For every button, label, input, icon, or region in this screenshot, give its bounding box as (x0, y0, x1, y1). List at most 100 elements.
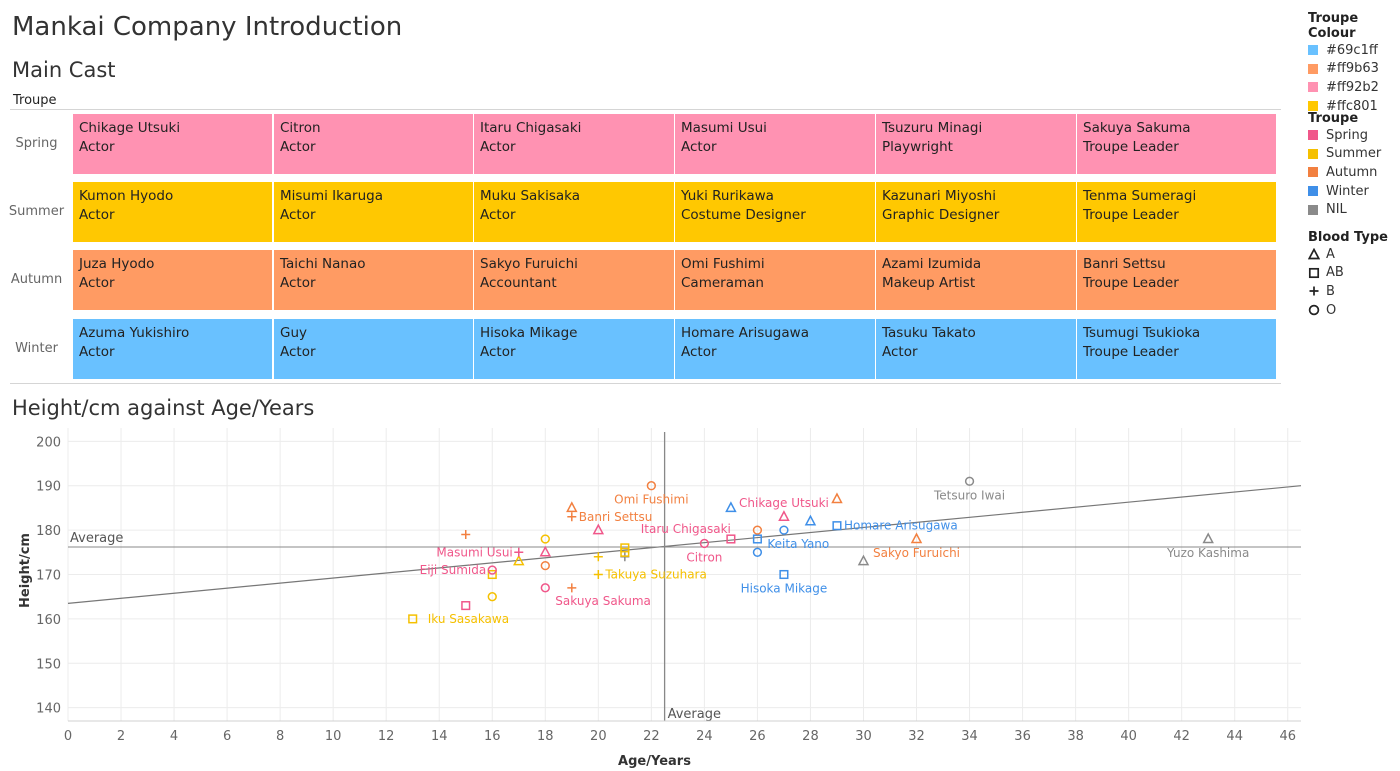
member-name: Yuki Rurikawa (681, 188, 774, 204)
x-tick-label: 20 (590, 729, 607, 744)
data-point (592, 523, 605, 535)
cast-cell: Tasuku Takato Actor (876, 319, 1076, 379)
x-tick-label: 14 (431, 729, 448, 744)
height-age-scatter-chart: Average Average Iku Sasakawa Eiji Sumida Ma… (18, 428, 1302, 769)
data-point (725, 501, 737, 513)
member-role: Playwright (882, 139, 953, 155)
legend-item: AB (1308, 264, 1388, 283)
cast-cell: Tenma Sumeragi Troupe Leader (1077, 182, 1276, 242)
data-point (1202, 532, 1214, 544)
member-name: Guy (280, 325, 308, 341)
data-point (514, 547, 524, 557)
row-label-0: Spring (15, 136, 58, 151)
blood-type-legend: Blood Type A AB B O (1308, 230, 1388, 319)
y-tick-label: 200 (36, 435, 61, 450)
row-label-2: Autumn (10, 272, 63, 287)
data-point (567, 512, 577, 522)
table-top-divider (10, 109, 1281, 110)
data-point (566, 501, 578, 513)
member-role: Actor (480, 207, 516, 223)
member-name: Juza Hyodo (79, 256, 155, 272)
data-point (513, 554, 525, 566)
data-point (699, 538, 710, 549)
data-point (964, 476, 975, 486)
legend-item: #ffc801 (1308, 97, 1400, 116)
member-name: Tasuku Takato (882, 325, 976, 341)
y-tick-label: 140 (36, 702, 61, 717)
legend-item: Summer (1308, 145, 1381, 164)
cast-cell: Sakuya Sakuma Troupe Leader (1077, 114, 1276, 174)
member-role: Graphic Designer (882, 207, 1000, 223)
member-role: Actor (681, 139, 717, 155)
x-tick-label: 28 (802, 729, 819, 744)
data-point (487, 592, 497, 602)
cast-cell: Azami Izumida Makeup Artist (876, 250, 1076, 310)
member-name: Azuma Yukishiro (79, 325, 190, 341)
data-point (752, 525, 763, 535)
data-point (910, 532, 923, 544)
member-role: Actor (280, 139, 316, 155)
point-label: Chikage Utsuki (739, 496, 829, 510)
legend-label: Summer (1326, 146, 1382, 162)
data-point (461, 601, 471, 611)
legend-item: #69c1ff (1308, 41, 1400, 60)
member-role: Actor (79, 275, 115, 291)
point-label: Tetsuro Iwai (933, 488, 1005, 502)
member-name: Tsumugi Tsukioka (1083, 325, 1201, 341)
legend-label: Autumn (1326, 164, 1378, 180)
member-role: Actor (480, 139, 516, 155)
x-tick-label: 46 (1279, 729, 1296, 744)
cast-cell: Itaru Chigasaki Actor (474, 114, 674, 174)
legend-label: A (1326, 246, 1335, 262)
point-label: Iku Sasakawa (428, 612, 509, 626)
x-tick-label: 42 (1173, 729, 1190, 744)
member-role: Actor (480, 344, 516, 360)
data-point (487, 569, 497, 580)
data-point (778, 510, 790, 522)
cast-cell: Sakyo Furuichi Accountant (474, 250, 674, 310)
member-name: Kazunari Miyoshi (882, 188, 996, 204)
legend-label: #ff9b63 (1326, 61, 1379, 77)
cast-cell: Hisoka Mikage Actor (474, 319, 674, 379)
member-name: Azami Izumida (882, 256, 982, 272)
data-point (540, 534, 550, 544)
member-name: Misumi Ikaruga (280, 188, 383, 204)
circle-icon (1308, 304, 1320, 316)
member-name: Muku Sakisaka (480, 188, 581, 204)
square-icon (1308, 267, 1320, 278)
x-tick-label: 18 (537, 729, 554, 744)
x-tick-label: 24 (696, 729, 713, 744)
average-age-label: Average (668, 707, 721, 722)
data-point (539, 545, 552, 557)
data-point (857, 554, 870, 566)
member-role: Troupe Leader (1083, 139, 1179, 155)
point-label: Banri Settsu (579, 510, 653, 524)
point-label: Keita Yano (767, 537, 829, 551)
legend-item: NIL (1308, 200, 1381, 219)
data-point (620, 543, 630, 553)
data-point (752, 534, 762, 544)
member-role: Troupe Leader (1083, 344, 1179, 360)
member-name: Taichi Nanao (280, 256, 366, 272)
point-label: Omi Fushimi (614, 493, 688, 507)
member-name: Chikage Utsuki (79, 120, 181, 136)
legend-label: B (1326, 283, 1335, 299)
member-role: Makeup Artist (882, 275, 976, 291)
x-tick-label: 12 (378, 729, 395, 744)
cast-cell: Tsumugi Tsukioka Troupe Leader (1077, 319, 1276, 379)
color-swatch (1308, 45, 1318, 56)
color-swatch (1308, 204, 1318, 215)
member-role: Actor (882, 344, 918, 360)
chart-title: Height/cm against Age/Years (12, 396, 315, 420)
data-point (487, 565, 497, 575)
data-point (408, 614, 418, 624)
y-tick-label: 160 (36, 613, 61, 628)
cast-cell: Azuma Yukishiro Actor (73, 319, 272, 379)
member-name: Kumon Hyodo (79, 188, 174, 204)
color-swatch (1308, 186, 1318, 197)
cast-cell: Omi Fushimi Cameraman (675, 250, 875, 310)
data-point (832, 521, 842, 531)
x-tick-label: 40 (1120, 729, 1137, 744)
legend-label: Spring (1326, 127, 1368, 143)
legend-item: B (1308, 282, 1388, 301)
